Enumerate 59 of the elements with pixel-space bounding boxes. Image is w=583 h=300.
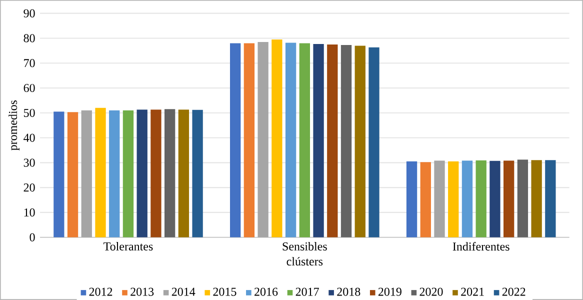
bar — [258, 42, 268, 238]
bar — [54, 112, 64, 238]
y-tick-label: 0 — [30, 233, 35, 242]
x-tick-label: Sensibles — [282, 242, 327, 250]
bar — [531, 160, 542, 238]
bar — [109, 110, 120, 238]
bar — [340, 44, 352, 238]
y-tick-label: 10 — [24, 208, 35, 216]
bar — [244, 43, 255, 238]
bar — [178, 110, 190, 238]
legend-label: 2017 — [296, 288, 319, 296]
bar — [517, 160, 528, 238]
bar — [272, 39, 282, 238]
legend-label: 2015 — [213, 288, 236, 296]
y-tick-label: 40 — [24, 134, 35, 142]
bar — [122, 110, 134, 238]
y-tick-label: 90 — [24, 9, 35, 18]
legend-label: 2021 — [461, 288, 484, 296]
legend-label: 2019 — [378, 288, 402, 296]
bar — [420, 162, 431, 238]
y-tick-label: 70 — [24, 59, 35, 68]
x-tick-label: Indiferentes — [452, 242, 510, 251]
legend-label: 2013 — [130, 288, 154, 296]
bar — [462, 160, 473, 238]
y-tick-label: 60 — [24, 84, 35, 92]
bar — [434, 160, 445, 238]
legend-label: 2022 — [502, 288, 526, 296]
legend-label: 2012 — [89, 288, 112, 296]
bar — [545, 160, 556, 238]
y-axis-title: promedios — [8, 100, 20, 150]
bar — [299, 43, 310, 238]
y-tick-label: 20 — [24, 183, 35, 192]
bar — [448, 161, 459, 238]
bar — [406, 161, 418, 238]
bar — [95, 108, 106, 238]
legend-label: 2016 — [254, 288, 278, 296]
bar — [327, 44, 338, 238]
x-tick-label: Tolerantes — [104, 242, 153, 250]
y-tick-label: 50 — [24, 108, 35, 117]
bar — [81, 110, 92, 238]
bar — [313, 44, 324, 238]
bar — [503, 160, 514, 238]
bar — [285, 42, 296, 238]
bar — [476, 160, 486, 238]
x-axis-title: clústers — [286, 257, 323, 266]
bar — [67, 112, 78, 238]
bar — [490, 160, 500, 238]
bar — [354, 46, 366, 238]
legend-label: 2018 — [337, 288, 360, 296]
bar — [368, 47, 380, 238]
bar — [230, 43, 241, 238]
bar — [164, 109, 176, 238]
y-tick-label: 80 — [24, 34, 35, 42]
bar — [192, 110, 203, 238]
bar — [150, 110, 162, 238]
legend-label: 2020 — [420, 288, 443, 296]
legend-label: 2014 — [172, 288, 196, 296]
bar — [136, 110, 148, 238]
y-tick-label: 30 — [24, 158, 35, 167]
